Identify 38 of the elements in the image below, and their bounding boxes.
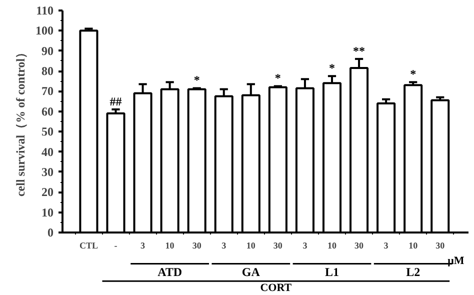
text: GA [242, 264, 260, 279]
y-tick-label: 0 [48, 226, 54, 240]
data-label: * [274, 71, 281, 86]
data-label: * [410, 67, 416, 82]
data-label: ## [110, 94, 122, 108]
data-label: * [328, 61, 335, 76]
x-tick-label: 30 [192, 240, 202, 250]
x-tick-label: 3 [384, 240, 389, 250]
y-tick-label: 90 [42, 44, 54, 58]
y-tick-label: 40 [42, 144, 54, 159]
y-tick-label: 30 [42, 164, 54, 179]
y-tick-label: 50 [42, 124, 54, 139]
y-axis-title: cell survival（% of control） [14, 46, 28, 197]
x-tick-label: 3 [140, 240, 146, 250]
x-tick-label: 10 [327, 240, 337, 250]
y-tick-label: 100 [36, 24, 54, 38]
text: ATD [158, 264, 182, 279]
x-tick-label: 3 [222, 240, 227, 250]
data-label: * [194, 73, 200, 88]
y-tick-label: 110 [36, 4, 54, 18]
x-tick-label: 30 [273, 240, 283, 250]
y-tick-label: 60 [42, 104, 54, 118]
x-tick-label: 3 [302, 240, 308, 250]
x-tick-label: 30 [354, 240, 364, 250]
y-tick-label: 80 [42, 64, 54, 78]
y-tick-label: 70 [42, 84, 54, 98]
data-label: ** [353, 44, 366, 58]
text: L2 [406, 264, 420, 279]
y-tick-label: 10 [42, 205, 54, 220]
x-tick-label: 30 [436, 240, 446, 250]
y-tick-label: 20 [42, 185, 54, 200]
x-tick-label: CTL [79, 240, 98, 250]
x-tick-label: 10 [165, 240, 175, 250]
text: L1 [324, 264, 340, 279]
x-tick-label: - [114, 240, 118, 250]
text: CORT [260, 282, 292, 294]
x-tick-label: 10 [408, 240, 418, 250]
x-tick-label: 10 [246, 240, 256, 250]
